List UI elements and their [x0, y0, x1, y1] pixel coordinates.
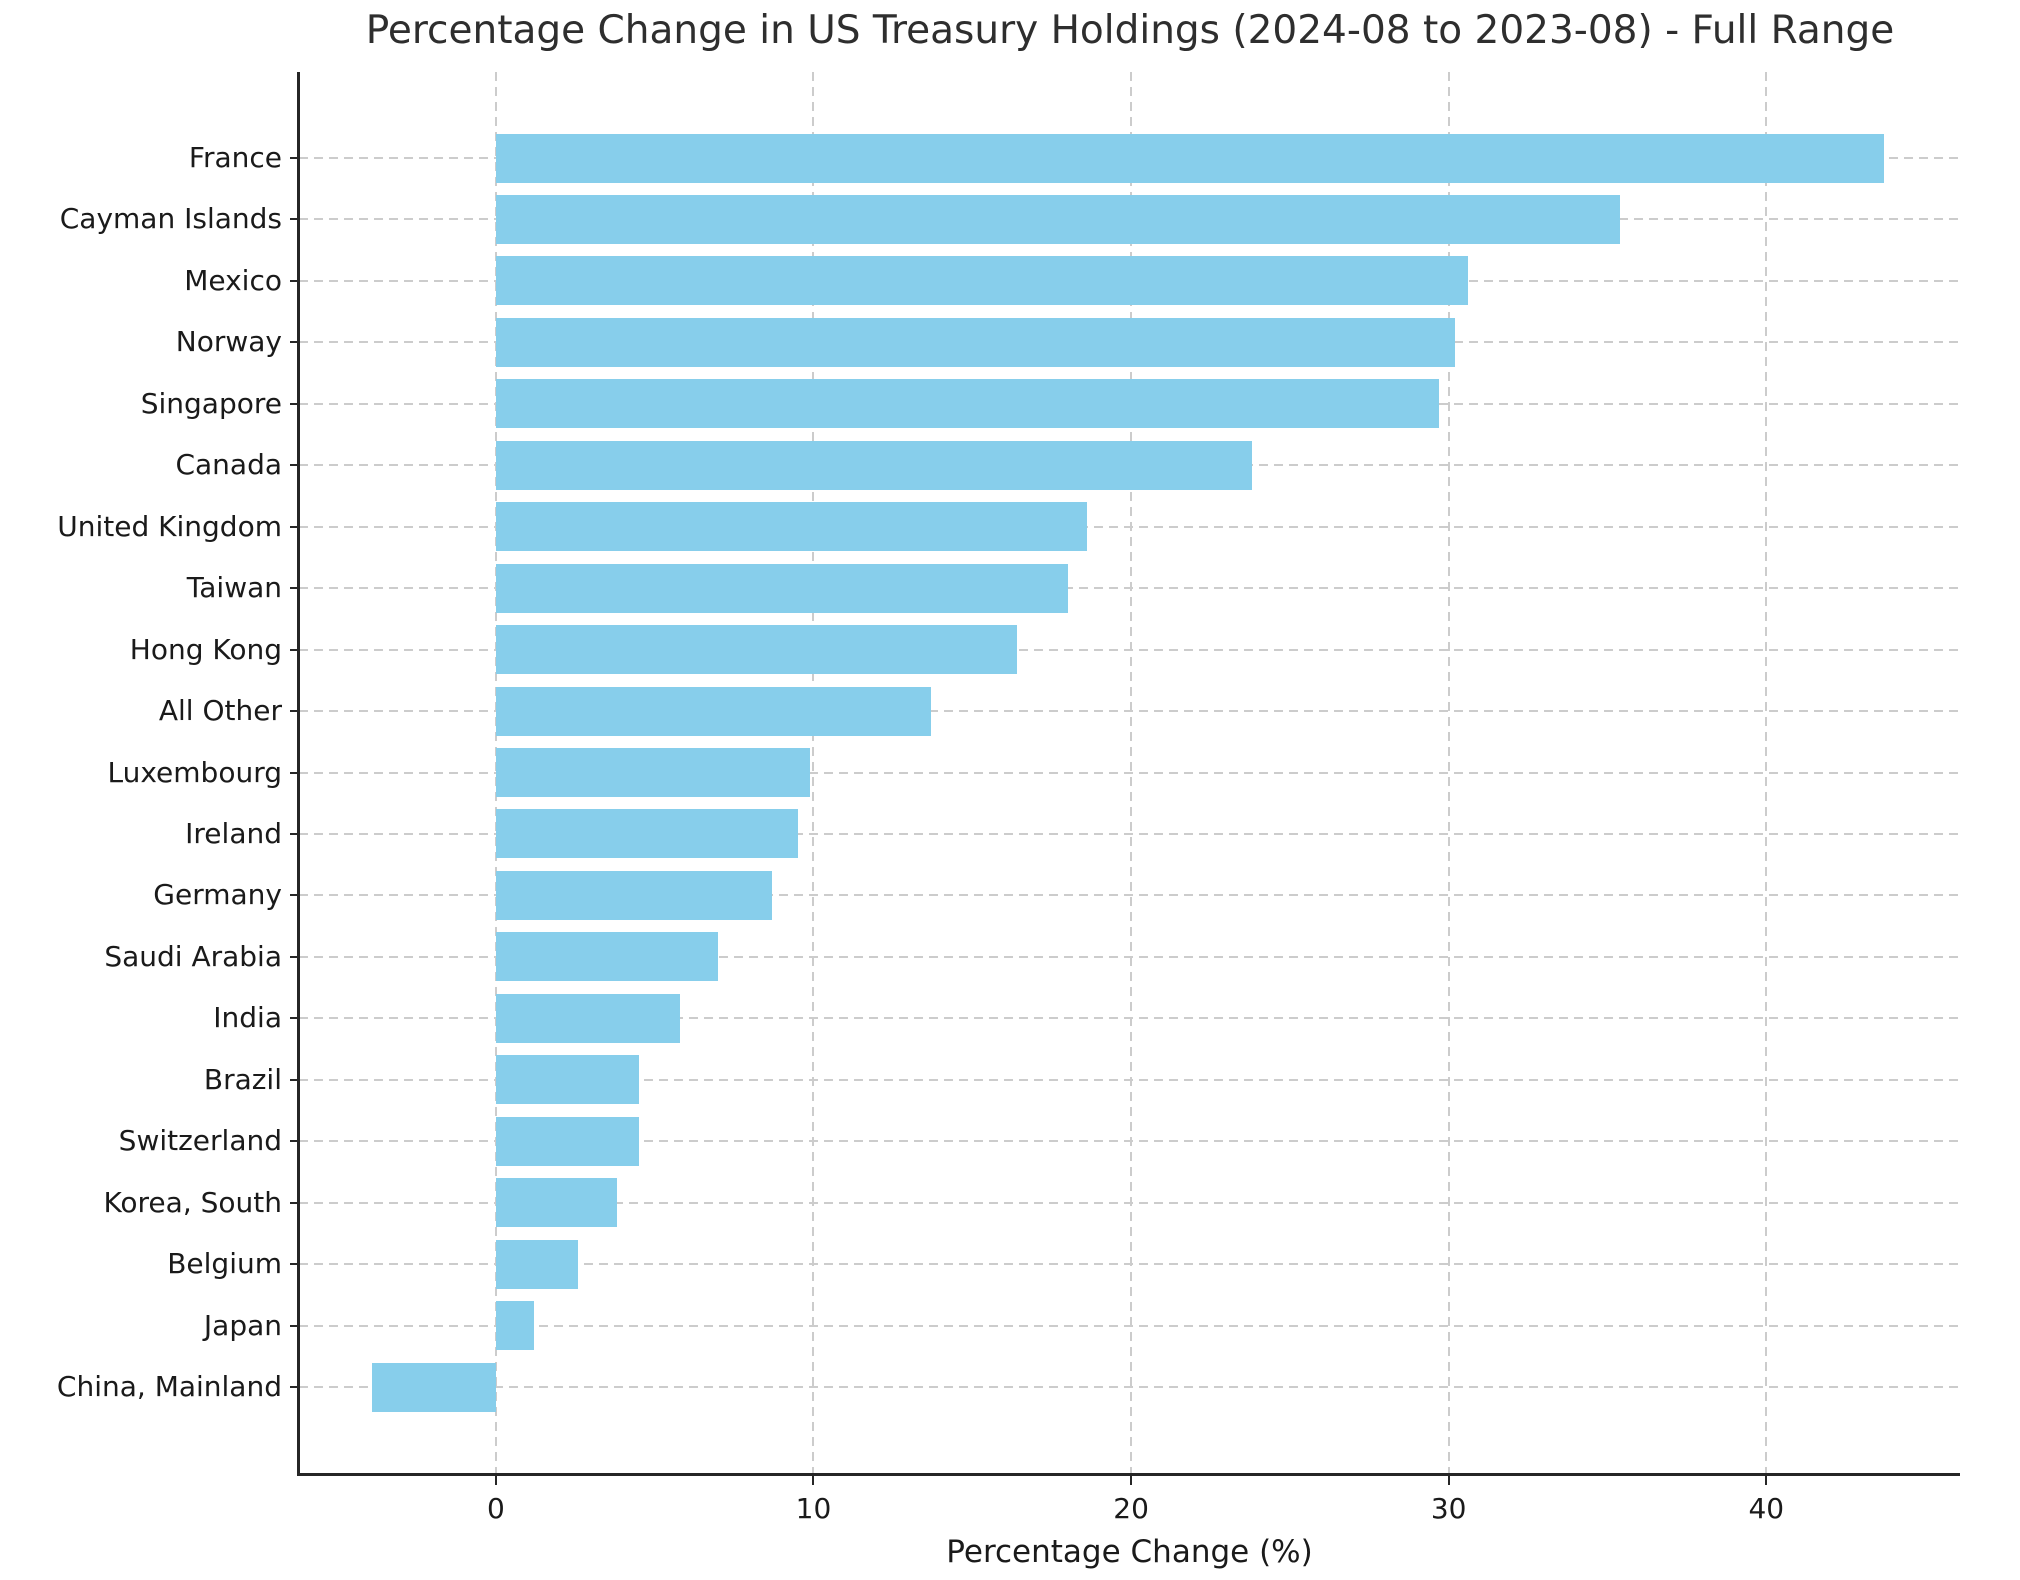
bar	[495, 379, 1440, 429]
y-axis-label: China, Mainland	[56, 1370, 282, 1403]
bar	[372, 1362, 496, 1412]
y-tick-mark	[290, 525, 299, 528]
y-axis-label: Taiwan	[186, 571, 282, 605]
y-axis-label: India	[213, 1001, 282, 1035]
y-gridline	[299, 1140, 1960, 1143]
x-axis-label: Percentage Change (%)	[946, 1534, 1313, 1570]
y-gridline	[299, 1386, 1960, 1388]
y-axis-label: Germany	[153, 878, 282, 912]
x-tick-mark	[1447, 1476, 1450, 1485]
y-gridline	[299, 587, 1960, 590]
y-axis-label: Singapore	[140, 386, 282, 420]
bar	[495, 809, 798, 859]
y-axis-label: France	[188, 141, 282, 174]
y-axis-label: Hong Kong	[129, 632, 282, 666]
x-tick-mark	[1765, 1476, 1768, 1485]
y-axis-label: Korea, South	[103, 1185, 282, 1219]
x-axis-spine	[297, 1473, 1960, 1476]
x-tick-label: 10	[795, 1492, 832, 1525]
y-axis-label: Mexico	[184, 263, 282, 297]
y-axis-label: United Kingdom	[57, 509, 282, 543]
y-gridline	[299, 1324, 1960, 1327]
y-tick-mark	[290, 894, 299, 897]
x-tick-label: 20	[1113, 1492, 1149, 1525]
y-tick-mark	[290, 771, 299, 774]
y-tick-mark	[290, 279, 299, 282]
y-tick-mark	[290, 648, 299, 651]
plot-area	[299, 72, 1960, 1473]
bar	[495, 1116, 639, 1166]
y-gridline	[299, 648, 1960, 651]
bar	[495, 748, 811, 797]
y-gridline	[299, 710, 1960, 713]
y-gridline	[299, 1201, 1960, 1204]
y-tick-mark	[290, 587, 299, 590]
y-tick-mark	[290, 464, 299, 467]
y-axis-label: Saudi Arabia	[104, 939, 282, 973]
bar	[495, 1301, 535, 1351]
y-tick-mark	[290, 955, 299, 958]
y-gridline	[299, 1078, 1960, 1081]
y-gridline	[299, 832, 1960, 835]
y-axis-spine	[297, 72, 300, 1476]
bar	[495, 440, 1252, 490]
y-tick-mark	[290, 1201, 299, 1204]
x-tick-mark	[494, 1476, 497, 1485]
y-tick-mark	[290, 1386, 299, 1388]
y-tick-mark	[290, 832, 299, 835]
bar	[495, 502, 1087, 552]
y-gridline	[299, 1263, 1960, 1266]
x-tick-label: 30	[1430, 1492, 1467, 1525]
bar	[495, 686, 931, 736]
y-gridline	[299, 894, 1960, 897]
bar	[495, 870, 773, 920]
y-tick-mark	[290, 1324, 299, 1327]
y-tick-mark	[290, 1017, 299, 1020]
bar	[495, 563, 1068, 613]
y-tick-mark	[290, 1140, 299, 1143]
y-axis-label: Switzerland	[118, 1124, 282, 1158]
bar	[495, 625, 1017, 675]
y-tick-mark	[290, 218, 299, 221]
y-axis-label: Canada	[175, 448, 282, 482]
bar	[495, 1239, 579, 1289]
y-axis-label: Norway	[175, 325, 282, 359]
bar	[495, 932, 719, 982]
bar	[495, 194, 1621, 244]
y-axis-label: Japan	[203, 1308, 282, 1342]
bar	[495, 317, 1456, 367]
y-gridline	[299, 955, 1960, 958]
y-gridline	[299, 771, 1960, 774]
y-axis-label: Cayman Islands	[59, 202, 282, 236]
bar	[495, 133, 1884, 183]
y-axis-label: Belgium	[167, 1247, 282, 1281]
chart-title: Percentage Change in US Treasury Holding…	[365, 8, 1895, 53]
y-tick-mark	[290, 402, 299, 405]
x-tick-mark	[812, 1476, 815, 1485]
bar	[495, 256, 1468, 306]
y-axis-label: Ireland	[185, 816, 282, 850]
y-axis-label: All Other	[158, 694, 282, 728]
y-tick-mark	[290, 1263, 299, 1266]
y-tick-mark	[290, 341, 299, 344]
y-axis-label: Luxembourg	[107, 755, 282, 789]
x-tick-mark	[1130, 1476, 1133, 1485]
y-gridline	[299, 1017, 1960, 1020]
y-gridline	[299, 525, 1960, 528]
x-tick-label: 0	[486, 1492, 505, 1525]
y-tick-mark	[290, 1078, 299, 1081]
x-tick-label: 40	[1748, 1492, 1785, 1525]
y-tick-mark	[290, 710, 299, 713]
bar	[495, 993, 681, 1043]
y-axis-label: Brazil	[203, 1062, 282, 1096]
y-tick-mark	[290, 157, 299, 159]
bar	[495, 1055, 639, 1105]
bar	[495, 1178, 617, 1228]
